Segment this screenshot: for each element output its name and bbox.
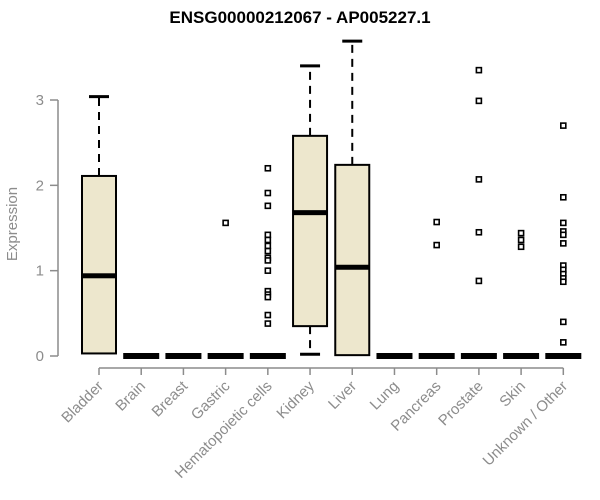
zero-bar-pancreas <box>418 353 455 359</box>
outlier-prostate-4 <box>475 277 483 285</box>
outlier-hematopoietic-cells-0 <box>264 164 272 172</box>
zero-bar-gastric <box>207 353 244 359</box>
x-category-label-prostate: Prostate <box>435 378 487 430</box>
y-tick-label-3: 3 <box>36 92 44 109</box>
outlier-unknown-other-12 <box>560 339 567 346</box>
outlier-hematopoietic-cells-12 <box>264 293 272 301</box>
outlier-skin-0 <box>517 229 525 237</box>
outlier-hematopoietic-cells-8 <box>264 257 272 264</box>
outlier-hematopoietic-cells-1 <box>264 189 272 197</box>
outlier-unknown-other-2 <box>560 219 567 227</box>
zero-bar-brain <box>123 353 160 359</box>
outlier-pancreas-1 <box>433 241 440 249</box>
x-category-label-lung: Lung <box>367 378 403 414</box>
outlier-prostate-2 <box>475 176 483 183</box>
outlier-hematopoietic-cells-9 <box>264 267 272 274</box>
outlier-skin-1 <box>517 236 525 244</box>
outlier-hematopoietic-cells-14 <box>264 320 272 327</box>
outlier-unknown-other-10 <box>560 278 567 286</box>
median-bladder <box>82 273 116 279</box>
y-tick-label-1: 1 <box>36 263 44 280</box>
x-category-label-breast: Breast <box>149 377 192 420</box>
y-tick-label-2: 2 <box>36 177 44 194</box>
outlier-unknown-other-4 <box>560 231 567 239</box>
zero-bar-lung <box>376 353 413 359</box>
box-liver <box>334 163 371 357</box>
outlier-prostate-0 <box>475 66 483 74</box>
outlier-gastric-0 <box>222 219 229 227</box>
outlier-unknown-other-0 <box>560 122 567 129</box>
y-axis-label: Expression <box>4 187 21 261</box>
outlier-prostate-3 <box>475 228 483 236</box>
zero-bar-breast <box>165 353 202 359</box>
outlier-unknown-other-11 <box>560 318 567 326</box>
zero-bar-unknown-other <box>545 353 582 359</box>
x-category-label-brain: Brain <box>112 378 149 415</box>
outlier-unknown-other-1 <box>560 193 567 201</box>
zero-bar-skin <box>503 353 540 359</box>
outlier-hematopoietic-cells-4 <box>264 236 272 244</box>
outlier-hematopoietic-cells-2 <box>264 202 272 210</box>
median-liver <box>335 264 370 270</box>
y-tick-label-0: 0 <box>36 348 44 365</box>
outlier-unknown-other-5 <box>560 240 567 247</box>
box-bladder <box>81 174 117 355</box>
outlier-skin-2 <box>517 243 525 251</box>
outlier-hematopoietic-cells-5 <box>264 242 272 250</box>
outlier-hematopoietic-cells-6 <box>264 247 272 255</box>
outlier-pancreas-0 <box>433 218 440 226</box>
x-category-label-liver: Liver <box>325 378 360 413</box>
chart-title: ENSG00000212067 - AP005227.1 <box>169 8 430 27</box>
x-category-label-bladder: Bladder <box>58 378 107 427</box>
outlier-hematopoietic-cells-3 <box>264 231 272 239</box>
median-kidney <box>293 210 328 216</box>
x-category-label-kidney: Kidney <box>273 377 318 422</box>
zero-bar-prostate <box>460 353 497 359</box>
outlier-hematopoietic-cells-13 <box>264 311 272 319</box>
x-category-label-skin: Skin <box>496 378 529 411</box>
plot-area <box>81 39 582 359</box>
zero-bar-hematopoietic-cells <box>249 353 286 359</box>
box-kidney <box>292 134 329 328</box>
outlier-prostate-1 <box>475 97 483 105</box>
